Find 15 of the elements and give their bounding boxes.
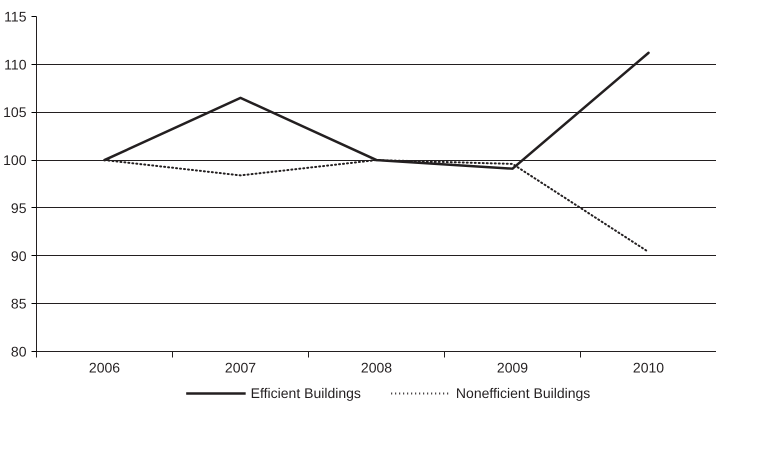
y-tick-label: 95 bbox=[10, 200, 27, 216]
y-tick-label: 115 bbox=[4, 8, 27, 24]
legend-label: Efficient Buildings bbox=[250, 385, 361, 401]
y-tick-label: 110 bbox=[4, 56, 27, 72]
x-tick-label: 2009 bbox=[496, 360, 528, 376]
y-tick-label: 105 bbox=[3, 104, 27, 120]
legend-label: Nonefficient Buildings bbox=[456, 385, 590, 401]
y-tick-label: 90 bbox=[10, 248, 27, 264]
y-tick-label: 80 bbox=[10, 344, 27, 360]
y-tick-label: 100 bbox=[3, 152, 27, 168]
y-tick-label: 85 bbox=[10, 296, 27, 312]
x-tick-label: 2008 bbox=[360, 360, 392, 376]
x-tick-label: 2007 bbox=[224, 360, 256, 376]
x-tick-label: 2010 bbox=[632, 360, 664, 376]
x-tick-label: 2006 bbox=[88, 360, 120, 376]
